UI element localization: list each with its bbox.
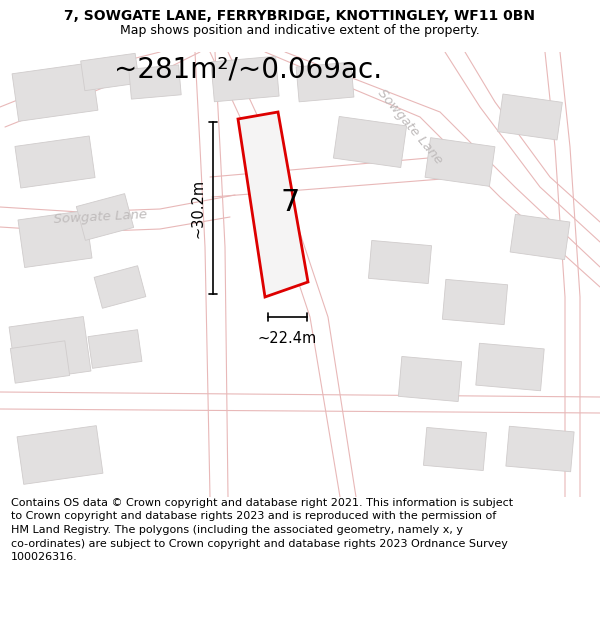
Polygon shape	[334, 116, 407, 168]
Text: Map shows position and indicative extent of the property.: Map shows position and indicative extent…	[120, 24, 480, 38]
Polygon shape	[424, 428, 487, 471]
Text: 7, SOWGATE LANE, FERRYBRIDGE, KNOTTINGLEY, WF11 0BN: 7, SOWGATE LANE, FERRYBRIDGE, KNOTTINGLE…	[65, 9, 536, 23]
Text: Sowgate Lane: Sowgate Lane	[375, 87, 445, 167]
Polygon shape	[88, 329, 142, 368]
Text: Sowgate Lane: Sowgate Lane	[53, 208, 147, 226]
Text: ~22.4m: ~22.4m	[258, 331, 317, 346]
Polygon shape	[12, 62, 98, 121]
Polygon shape	[17, 426, 103, 484]
Text: ~30.2m: ~30.2m	[190, 179, 205, 238]
Polygon shape	[18, 211, 92, 268]
Polygon shape	[9, 316, 91, 381]
Polygon shape	[80, 53, 139, 91]
Polygon shape	[510, 214, 570, 259]
Polygon shape	[238, 112, 308, 297]
Polygon shape	[476, 343, 544, 391]
Text: ~281m²/~0.069ac.: ~281m²/~0.069ac.	[114, 56, 382, 84]
Polygon shape	[296, 62, 354, 102]
Polygon shape	[442, 279, 508, 324]
Polygon shape	[129, 65, 181, 99]
Polygon shape	[94, 266, 146, 308]
Polygon shape	[425, 138, 495, 186]
Polygon shape	[497, 94, 562, 140]
Polygon shape	[398, 356, 461, 401]
Polygon shape	[506, 426, 574, 472]
Polygon shape	[76, 194, 134, 241]
Polygon shape	[10, 341, 70, 383]
Text: 7: 7	[281, 188, 300, 217]
Polygon shape	[211, 56, 279, 102]
Polygon shape	[368, 241, 431, 284]
Text: Contains OS data © Crown copyright and database right 2021. This information is : Contains OS data © Crown copyright and d…	[11, 498, 513, 562]
Polygon shape	[15, 136, 95, 188]
